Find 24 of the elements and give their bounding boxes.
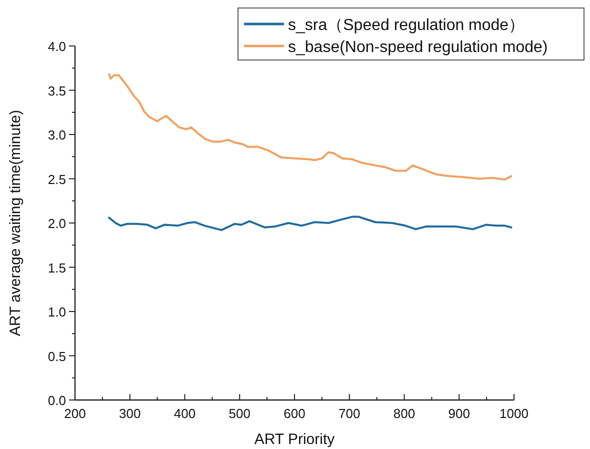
x-axis-title: ART Priority [254, 431, 336, 448]
x-tick-label: 700 [338, 406, 360, 421]
legend-label: s_base(Non-speed regulation mode) [288, 39, 548, 56]
y-axis-title: ART average waiting time(minute) [7, 110, 24, 336]
y-tick-label: 3.5 [48, 83, 66, 98]
y-tick-label: 0.5 [48, 348, 66, 364]
x-tick-label: 800 [393, 406, 416, 421]
x-tick-label: 400 [174, 406, 196, 421]
x-tick-label: 1000 [500, 406, 528, 421]
line-series [108, 216, 512, 232]
x-tick-label: 200 [64, 406, 86, 421]
x-tick-label: 500 [228, 406, 250, 421]
legend-label: s_sra（Speed regulation mode） [288, 17, 525, 34]
line-series [108, 73, 512, 181]
y-tick-label: 4.0 [48, 39, 66, 54]
y-tick-label: 2.5 [48, 172, 66, 187]
y-tick-label: 1.5 [48, 260, 66, 276]
y-tick-label: 2.0 [48, 216, 66, 231]
y-tick-label: 0.0 [48, 393, 66, 408]
y-tick-label: 1.0 [48, 304, 66, 320]
y-tick-label: 3.0 [48, 128, 66, 142]
x-tick-label: 900 [448, 406, 470, 421]
x-tick-label: 600 [284, 406, 306, 421]
x-tick-label: 300 [119, 406, 141, 421]
